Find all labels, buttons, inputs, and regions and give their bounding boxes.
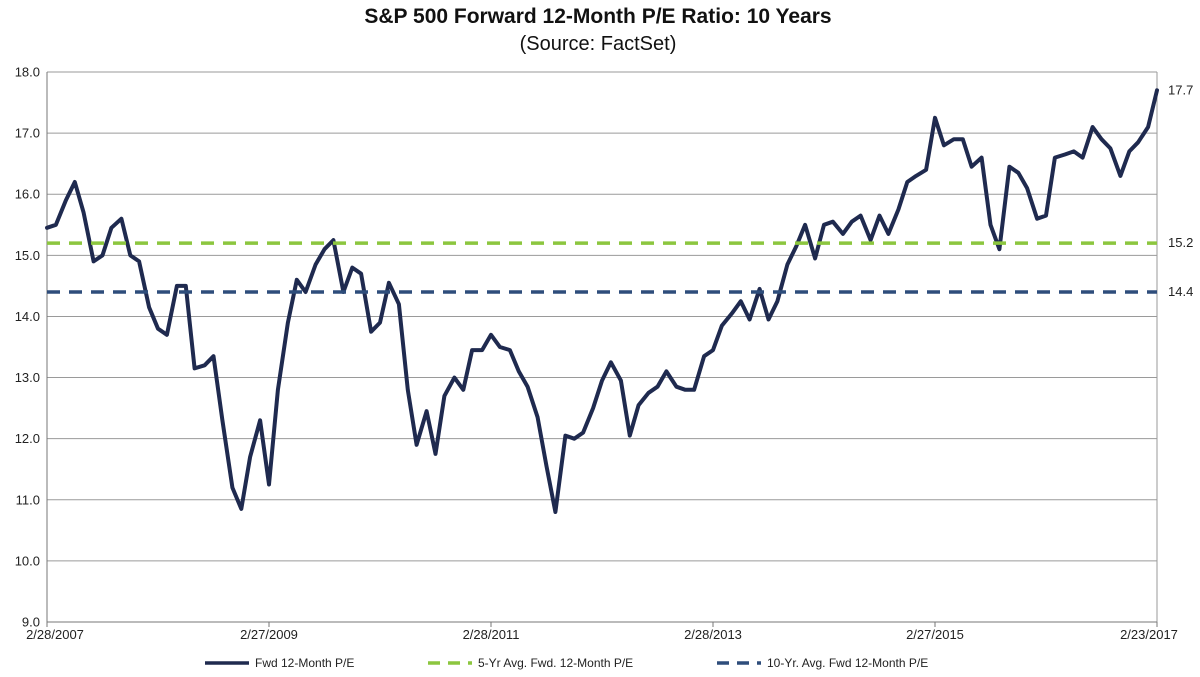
y-tick-label: 13.0 [15, 370, 40, 385]
x-tick-label: 2/27/2015 [906, 627, 964, 642]
end-labels: 17.7 15.2 14.4 [1168, 82, 1193, 299]
y-tick-label: 9.0 [22, 615, 40, 630]
series-lines [45, 88, 1159, 514]
legend-label: 10-Yr. Avg. Fwd 12-Month P/E [767, 656, 928, 670]
x-tick-label: 2/23/2017 [1120, 627, 1178, 642]
x-axis-ticks: 2/28/2007 2/27/2009 2/28/2011 2/28/2013 2/27… [26, 622, 1178, 642]
end-label-10yr-avg: 14.4 [1168, 284, 1193, 299]
x-tick-label: 2/27/2009 [240, 627, 298, 642]
x-tick-label: 2/28/2007 [26, 627, 84, 642]
y-tick-label: 18.0 [15, 65, 40, 80]
y-tick-label: 12.0 [15, 431, 40, 446]
y-tick-label: 14.0 [15, 309, 40, 324]
y-tick-label: 10.0 [15, 553, 40, 568]
legend-label: Fwd 12-Month P/E [255, 656, 354, 670]
y-tick-label: 16.0 [15, 187, 40, 202]
series-line-fwd-pe [45, 88, 1159, 514]
y-tick-label: 17.0 [15, 126, 40, 141]
gridlines [46, 71, 1158, 623]
x-tick-label: 2/28/2013 [684, 627, 742, 642]
y-tick-label: 15.0 [15, 248, 40, 263]
legend-label: 5-Yr Avg. Fwd. 12-Month P/E [478, 656, 633, 670]
legend: Fwd 12-Month P/E 5-Yr Avg. Fwd. 12-Month … [205, 656, 928, 670]
chart-subtitle: (Source: FactSet) [520, 33, 677, 55]
end-label-fwd-pe: 17.7 [1168, 82, 1193, 97]
x-tick-label: 2/28/2011 [463, 627, 520, 642]
y-axis-ticks: 9.0 10.0 11.0 12.0 13.0 14.0 15.0 16.0 17.0 18.0 [15, 65, 40, 630]
end-label-5yr-avg: 15.2 [1168, 235, 1193, 250]
y-tick-label: 11.0 [16, 492, 40, 507]
chart-title: S&P 500 Forward 12-Month P/E Ratio: 10 Y… [364, 5, 831, 28]
